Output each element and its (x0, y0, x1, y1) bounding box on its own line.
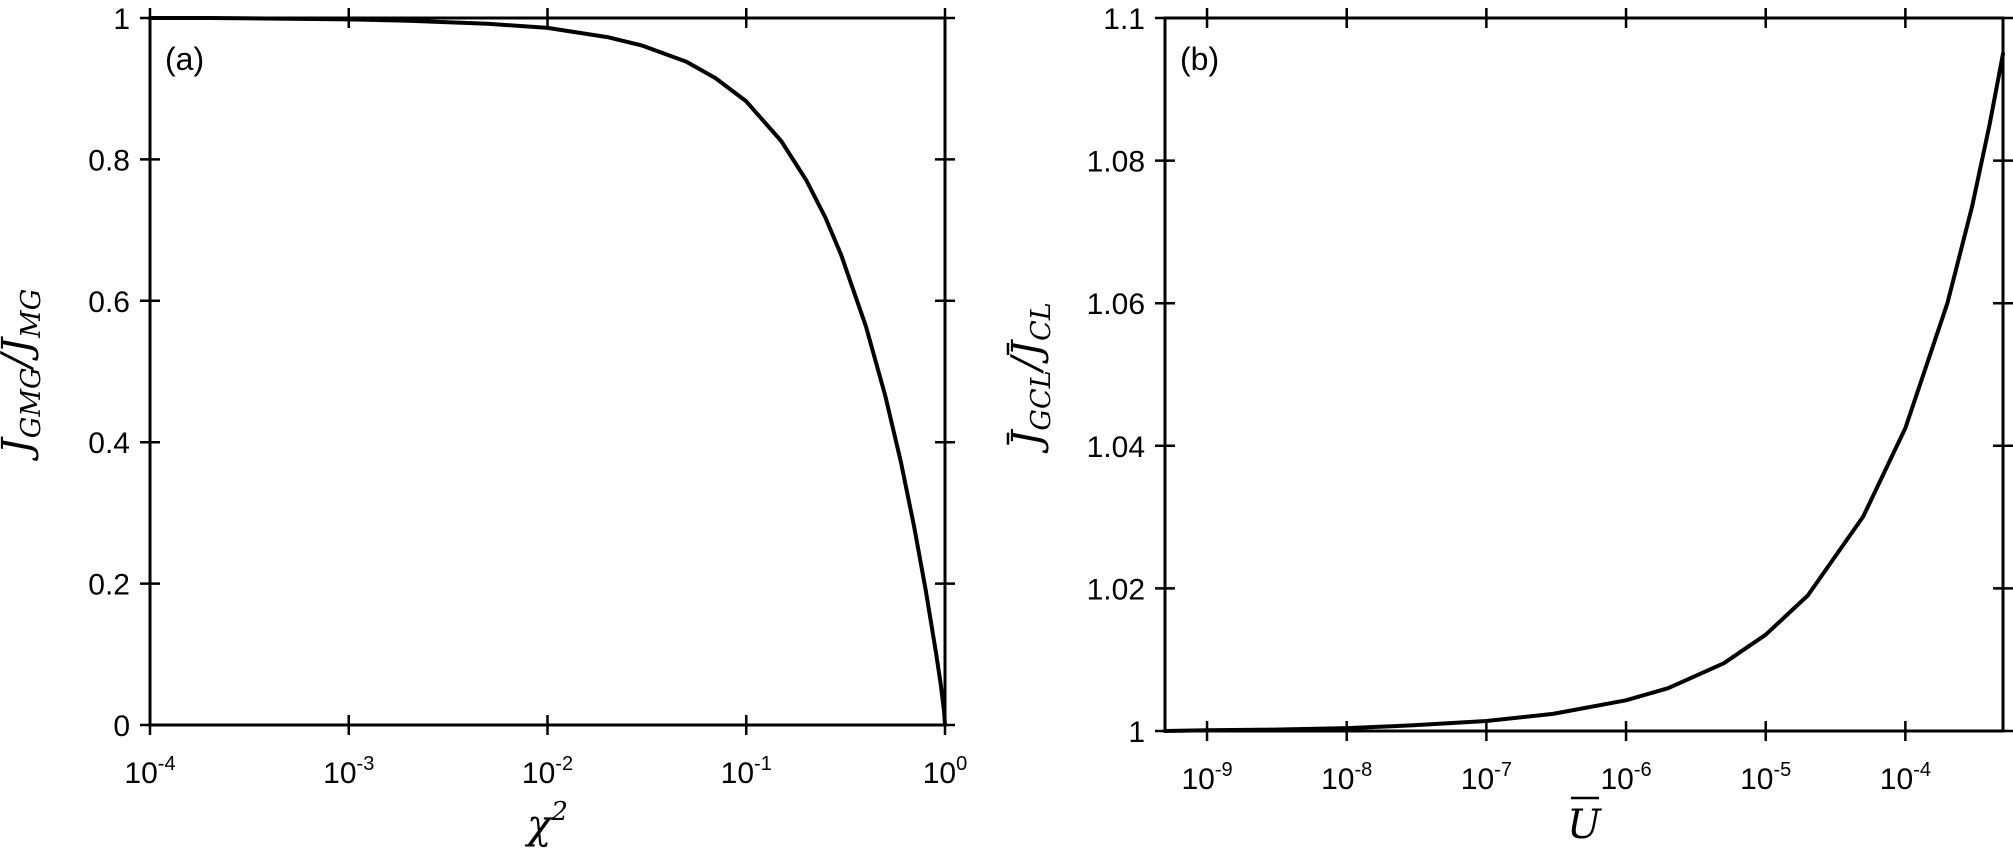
x-tick-label-b-5: 10-4 (1880, 759, 1931, 796)
y-tick-label-a-4: 0.8 (88, 144, 130, 177)
x-tick-label-b-1: 10-8 (1321, 759, 1372, 796)
y-axis-title-text-a: JGMG/JMG (0, 289, 47, 462)
y-tick-label-b-2: 1.04 (1087, 431, 1145, 464)
y-tick-label-b-5: 1.1 (1103, 3, 1145, 36)
x-tick-label-b-4: 10-5 (1740, 759, 1791, 796)
y-tick-label-b-1: 1.02 (1087, 573, 1145, 606)
y-axis-title-a: JGMG/JMG (0, 289, 47, 462)
y-tick-label-a-3: 0.6 (88, 286, 130, 319)
y-axis-title-text-b: JGCL/JCL (1004, 302, 1057, 453)
plot-frame-a (148, 16, 947, 727)
x-axis-title-a: χ2 (524, 797, 568, 848)
y-axis-title-b: JGCL/JCL (1004, 302, 1057, 453)
x-tick-label-a-2: 10-2 (522, 753, 573, 790)
panel-label-b: (b) (1180, 41, 1219, 77)
series-line-b-0 (1163, 51, 2005, 733)
y-tick-label-a-2: 0.4 (88, 427, 130, 460)
x-tick-label-a-3: 10-1 (721, 753, 772, 790)
y-tick-label-a-0: 0 (113, 710, 130, 743)
x-tick-label-a-1: 10-3 (323, 753, 374, 790)
x-tick-label-b-3: 10-6 (1600, 759, 1651, 796)
x-axis-title-b: U (1567, 802, 1602, 848)
panel-b-chart: 10-9 10-8 10-7 10-6 10-5 10-4 1 1.02 1.04 1.06 1.0… (1004, 3, 2013, 848)
y-tick-label-a-1: 0.2 (88, 569, 130, 602)
panel-a-chart: 10-4 10-3 10-2 10-1 100 0 0.2 0.4 0.6 0.8 1 (a) χ2 JG… (0, 3, 967, 848)
x-tick-label-b-2: 10-7 (1461, 759, 1512, 796)
plot-frame-b (1163, 16, 2005, 733)
y-tick-label-b-3: 1.06 (1087, 288, 1145, 321)
y-tick-label-b-0: 1 (1128, 716, 1145, 749)
series-line-a-0 (148, 16, 947, 727)
x-tick-label-b-0: 10-9 (1181, 759, 1232, 796)
x-tick-label-a-4: 100 (923, 753, 968, 790)
panel-label-a: (a) (165, 41, 204, 77)
x-tick-label-a-0: 10-4 (124, 753, 175, 790)
y-tick-label-a-5: 1 (113, 3, 130, 36)
y-tick-label-b-4: 1.08 (1087, 146, 1145, 179)
